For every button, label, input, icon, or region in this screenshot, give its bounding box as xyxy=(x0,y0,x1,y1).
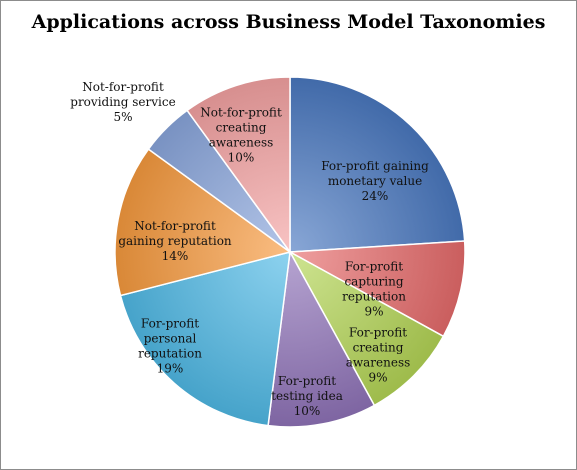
slice-label-3: For-profit creating awareness 9% xyxy=(346,326,411,385)
slice-label-5: For-profit personal reputation 19% xyxy=(138,317,202,376)
pie-slice-3 xyxy=(288,250,445,407)
slice-label-7: Not-for-profit providing service 5% xyxy=(70,80,175,124)
pie-slice-6 xyxy=(114,148,292,297)
pie-slice-4 xyxy=(267,249,376,428)
pie-slice-8 xyxy=(186,76,291,255)
chart-title: Applications across Business Model Taxon… xyxy=(31,11,546,33)
pie-slice-2 xyxy=(287,240,466,338)
pie-slice-1 xyxy=(289,76,466,253)
slice-label-8: Not-for-profit creating awareness 10% xyxy=(200,106,282,165)
slice-label-6: Not-for-profit gaining reputation 14% xyxy=(118,219,232,263)
pie-slice-5 xyxy=(119,250,291,427)
slice-label-2: For-profit capturing reputation 9% xyxy=(342,260,406,319)
slice-label-1: For-profit gaining monetary value 24% xyxy=(321,159,429,203)
slice-label-4: For-profit testing idea 10% xyxy=(271,374,343,418)
